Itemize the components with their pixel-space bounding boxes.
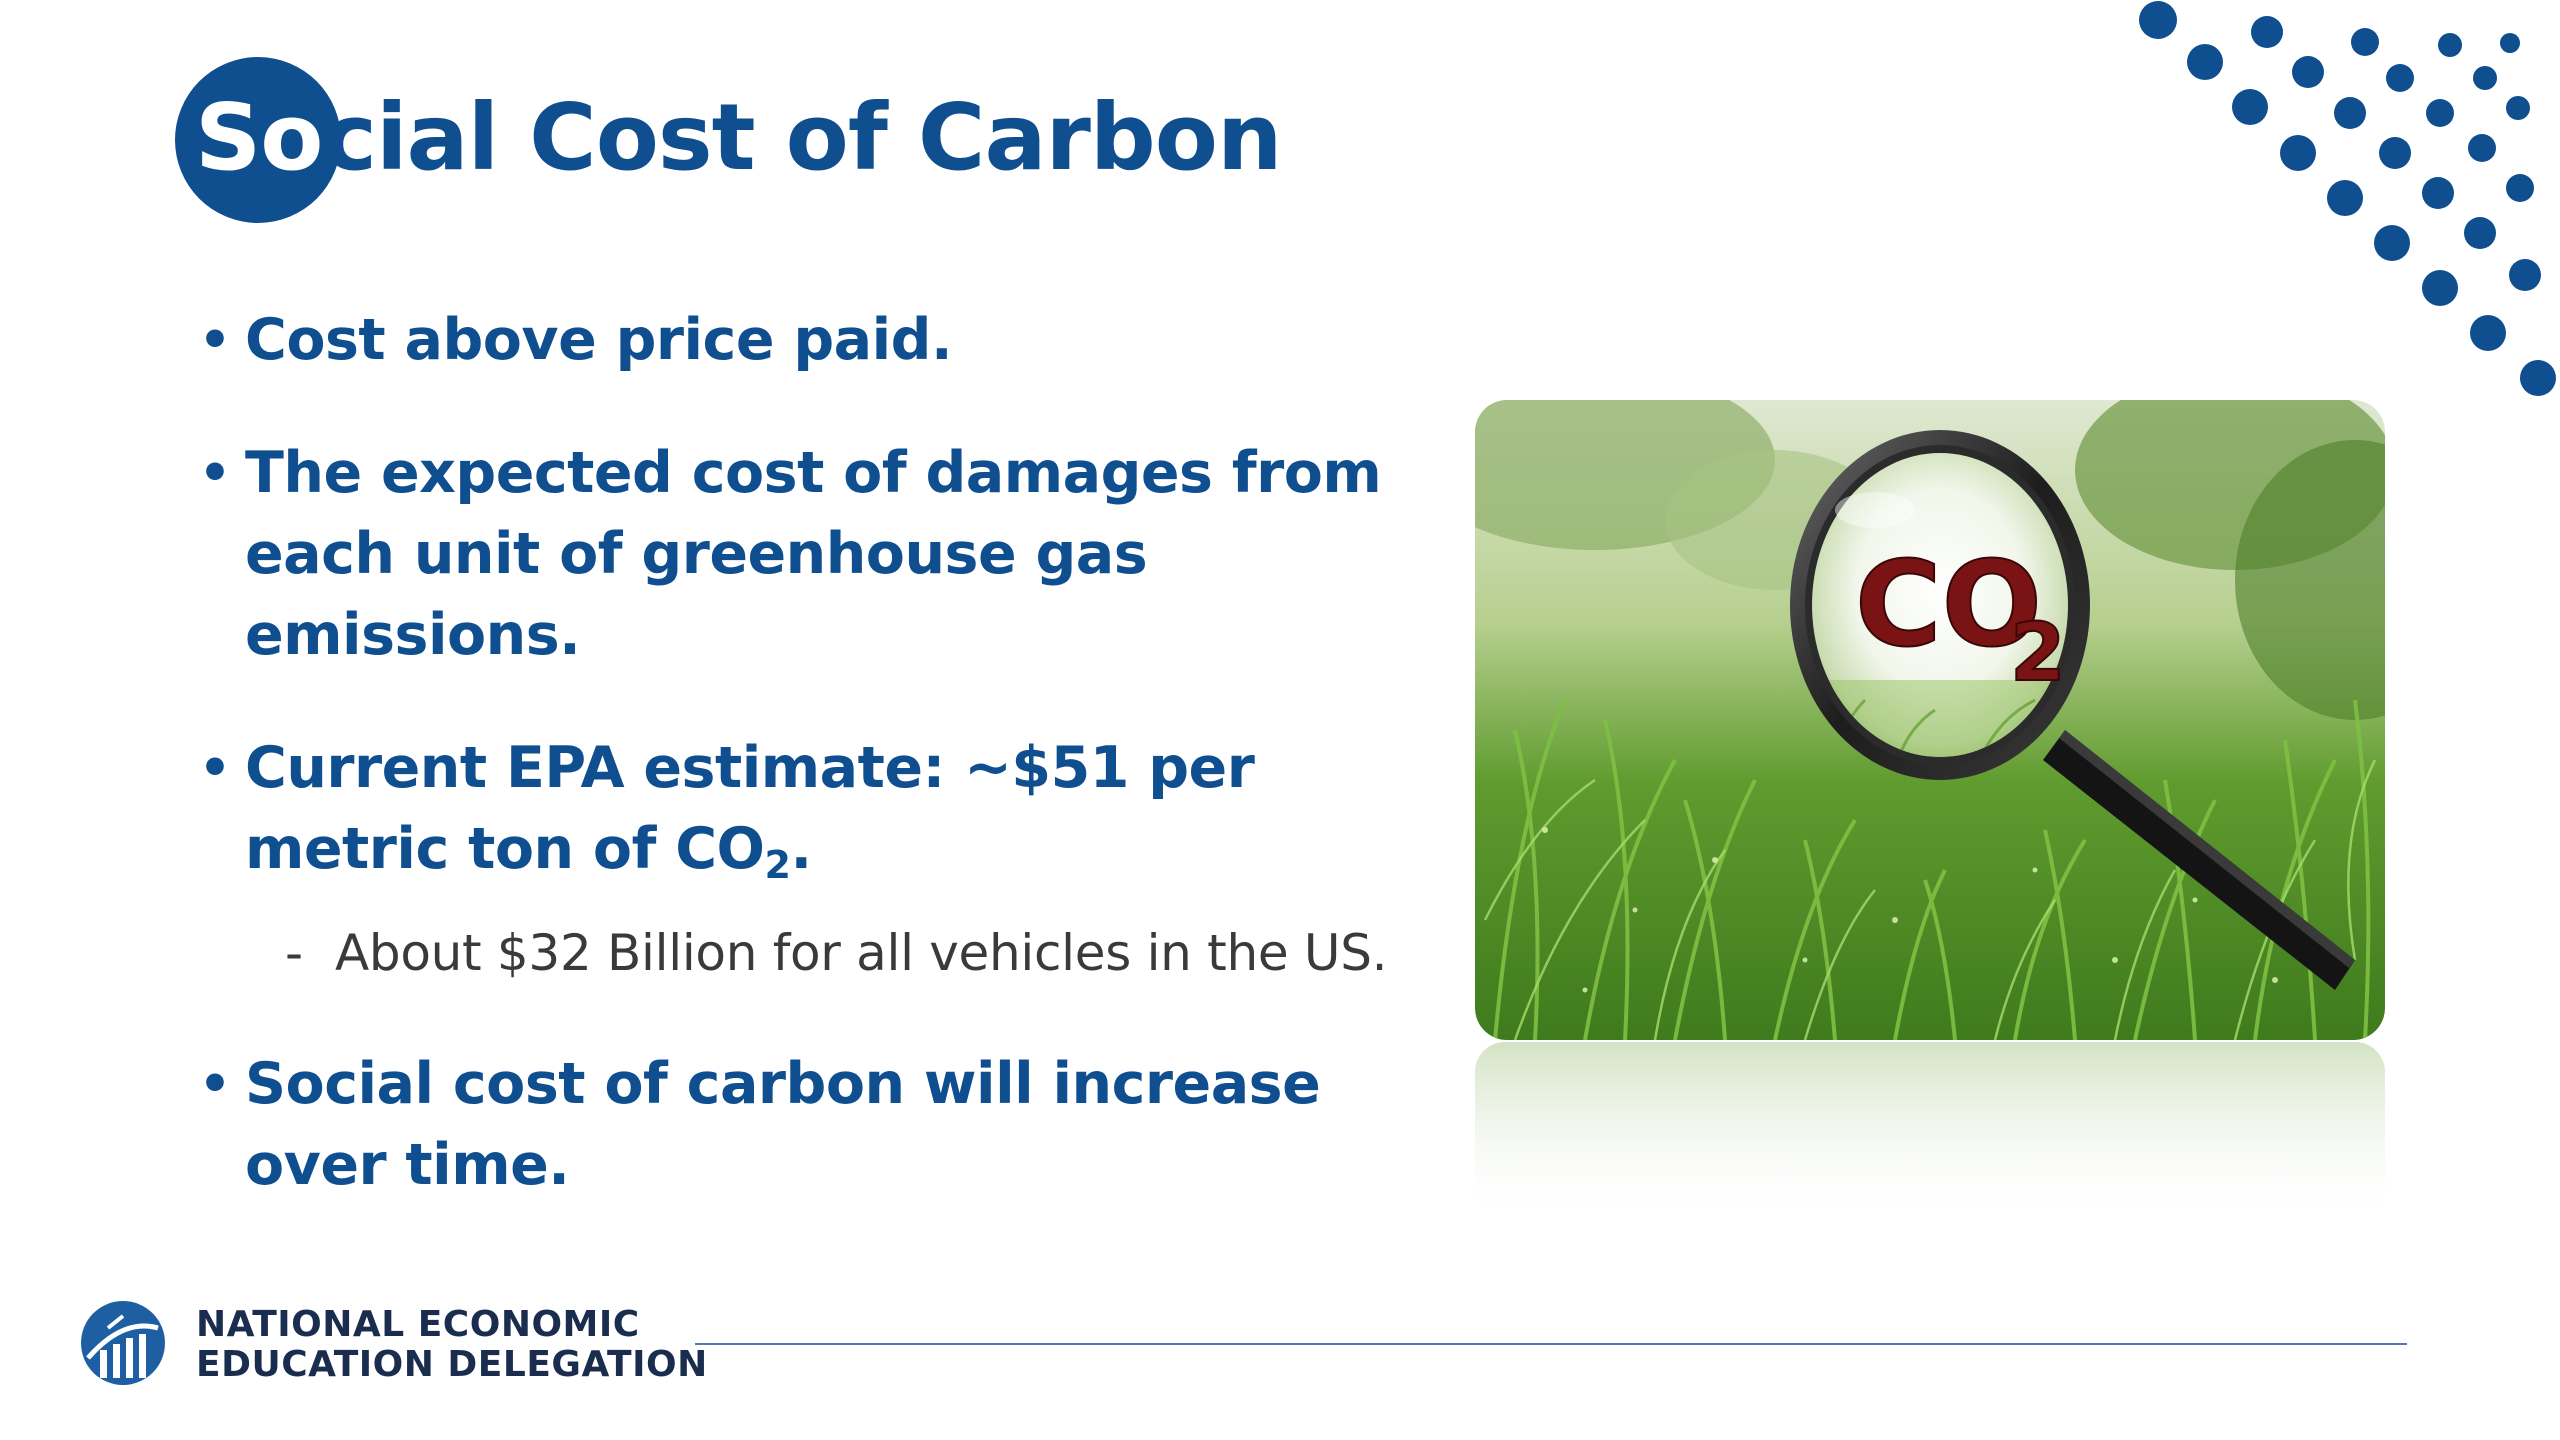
bullet-dot: • [199, 444, 231, 502]
bullet-text: Current EPA estimate: ~$51 per metric to… [245, 735, 1255, 882]
sub-bullet-text: About $32 Billion for all vehicles in th… [335, 924, 1388, 982]
co2-magnifier-image: CO 2 [1475, 400, 2385, 1040]
bullet-subscript: 2 [764, 843, 791, 887]
slide-title: Social Cost of Carbon [195, 78, 1282, 198]
org-name-line1: NATIONAL ECONOMIC [196, 1304, 640, 1345]
bullet-text-end: . [790, 816, 812, 882]
need-logo-icon [81, 1301, 165, 1385]
bullet-dot: • [199, 311, 231, 369]
sub-bullet-item: - About $32 Billion for all vehicles in … [195, 918, 1475, 988]
bullet-item-3: • Current EPA estimate: ~$51 per metric … [195, 728, 1475, 890]
bullet-dot: • [199, 1055, 231, 1113]
bullet-text: The expected cost of damages from each u… [245, 440, 1382, 668]
bullet-list: • Cost above price paid. • The expected … [195, 300, 1475, 1258]
image-reflection [1475, 1042, 2385, 1222]
bullet-text: Cost above price paid. [245, 307, 953, 373]
title-accent-circle [175, 57, 341, 223]
bullet-item-4: • Social cost of carbon will increase ov… [195, 1044, 1475, 1206]
title-rest: cial Cost of Carbon [322, 84, 1282, 191]
bullet-item-1: • Cost above price paid. [195, 300, 1475, 381]
footer-divider [695, 1343, 2407, 1345]
organization-name: NATIONAL ECONOMIC EDUCATION DELEGATION [196, 1305, 708, 1385]
co2-subscript: 2 [2010, 606, 2066, 699]
title-highlight: So [195, 84, 323, 191]
decorative-dot-pattern-icon [2139, 1, 2556, 396]
co2-label: CO [1855, 535, 2042, 673]
org-name-line2: EDUCATION DELEGATION [196, 1344, 708, 1385]
bullet-text: Social cost of carbon will increase over… [245, 1051, 1321, 1198]
bullet-dot: • [199, 739, 231, 797]
bullet-item-2: • The expected cost of damages from each… [195, 433, 1475, 676]
sub-bullet-dash: - [285, 924, 303, 982]
